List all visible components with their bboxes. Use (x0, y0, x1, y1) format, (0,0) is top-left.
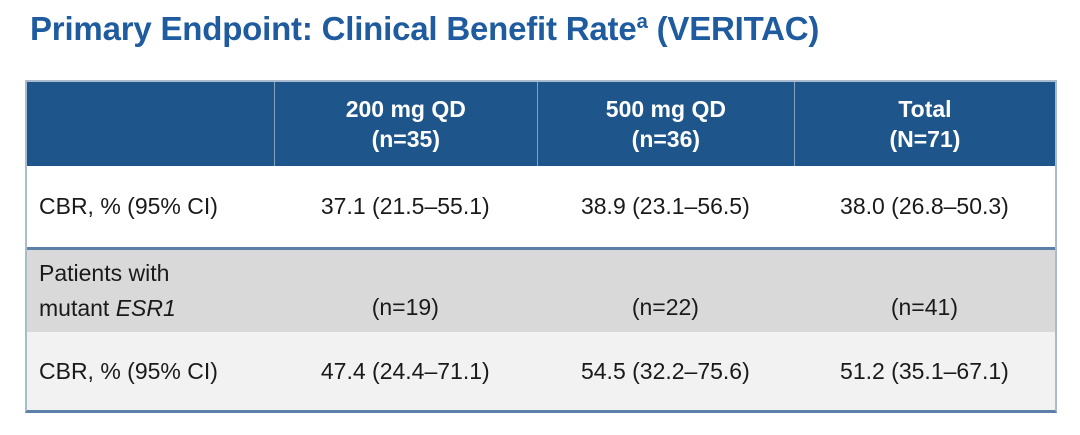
esr1-label-line1: Patients with (39, 260, 170, 286)
header-cell-500mg: 500 mg QD (n=36) (536, 82, 794, 166)
page-title-text: Primary Endpoint: Clinical Benefit Rate (30, 10, 637, 47)
header-total-n: (N=71) (889, 126, 961, 152)
header-500mg-dose: 500 mg QD (605, 96, 726, 122)
esr1-label-mutant: mutant (39, 295, 116, 321)
esr1-total-n: (n=41) (890, 294, 958, 320)
header-500mg-n: (n=36) (631, 126, 701, 152)
esr1-gene-name: ESR1 (115, 295, 176, 321)
header-200mg-dose: 200 mg QD (345, 96, 466, 122)
cbr-esr1-500mg-value: 54.5 (32.2–75.6) (580, 357, 750, 384)
row-label-esr1-subgroup: Patients with mutant ESR1 (27, 250, 274, 332)
page-title: Primary Endpoint: Clinical Benefit Ratea… (30, 10, 819, 48)
cbr-esr1-total-value: 51.2 (35.1–67.1) (840, 357, 1009, 384)
title-footnote-superscript: a (636, 10, 648, 33)
header-cell-200mg: 200 mg QD (n=35) (273, 82, 537, 166)
results-table: 200 mg QD (n=35) 500 mg QD (n=36) Total … (25, 80, 1057, 413)
cbr-esr1-200mg-value: 47.4 (24.4–71.1) (320, 357, 490, 384)
row-divider (27, 247, 1055, 250)
header-total-label: Total (898, 96, 952, 122)
row-label-cbr-esr1: CBR, % (95% CI) (39, 357, 218, 384)
page-title-suffix: (VERITAC) (647, 10, 820, 47)
table-row-cbr-all-patients: CBR, % (95% CI) 37.1 (21.5–55.1) 38.9 (2… (27, 166, 1055, 247)
table-row-esr1-subgroup: Patients with mutant ESR1 (n=19) (n=22) … (27, 250, 1055, 332)
esr1-200mg-n: (n=19) (371, 294, 439, 320)
esr1-label-line2: mutant ESR1 (39, 291, 176, 326)
cbr-all-200mg-value: 37.1 (21.5–55.1) (320, 193, 490, 219)
header-200mg-n: (n=35) (371, 126, 440, 152)
header-cell-total: Total (N=71) (793, 82, 1055, 166)
cbr-all-total-value: 38.0 (26.8–50.3) (840, 193, 1009, 219)
table-header-row: 200 mg QD (n=35) 500 mg QD (n=36) Total … (27, 82, 1055, 166)
row-label-cbr-all: CBR, % (95% CI) (39, 193, 218, 219)
header-cell-empty (27, 82, 274, 166)
esr1-500mg-n: (n=22) (631, 294, 699, 320)
cbr-all-500mg-value: 38.9 (23.1–56.5) (580, 193, 750, 219)
table-row-cbr-esr1: CBR, % (95% CI) 47.4 (24.4–71.1) 54.5 (3… (27, 332, 1055, 410)
